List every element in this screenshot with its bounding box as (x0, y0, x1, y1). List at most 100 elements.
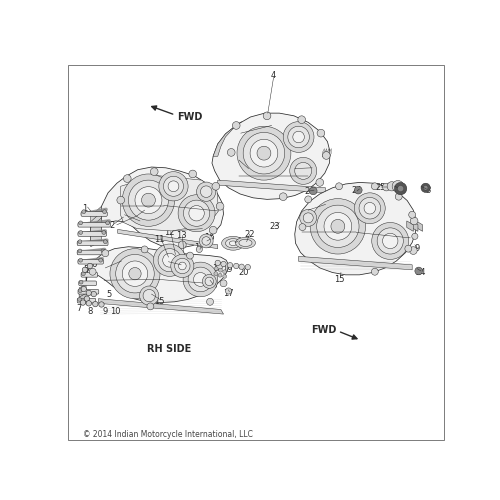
Circle shape (228, 262, 233, 268)
Circle shape (212, 182, 220, 190)
Circle shape (218, 268, 222, 272)
FancyBboxPatch shape (78, 232, 106, 236)
Circle shape (184, 200, 210, 226)
Text: RH SIDE: RH SIDE (146, 344, 191, 354)
Circle shape (410, 217, 418, 225)
Circle shape (178, 194, 215, 232)
Circle shape (168, 181, 179, 192)
Text: 13: 13 (176, 232, 186, 240)
Circle shape (364, 202, 376, 214)
Circle shape (78, 249, 82, 253)
Circle shape (310, 198, 366, 254)
Circle shape (189, 170, 196, 178)
Circle shape (354, 193, 385, 224)
Circle shape (239, 264, 244, 270)
Text: 18: 18 (212, 264, 223, 273)
Circle shape (387, 182, 396, 191)
Text: 15: 15 (334, 275, 344, 284)
Circle shape (196, 182, 216, 202)
Circle shape (221, 262, 226, 266)
Polygon shape (213, 122, 242, 156)
Circle shape (424, 186, 428, 190)
Circle shape (122, 261, 148, 286)
Circle shape (412, 233, 418, 239)
Circle shape (202, 236, 210, 245)
Circle shape (283, 122, 314, 152)
Circle shape (310, 187, 317, 194)
Text: 2: 2 (109, 221, 114, 230)
Circle shape (237, 126, 291, 180)
Circle shape (82, 210, 86, 214)
Circle shape (82, 272, 86, 276)
Circle shape (216, 262, 223, 270)
Circle shape (395, 193, 402, 200)
Circle shape (142, 193, 156, 207)
Circle shape (372, 268, 378, 275)
Ellipse shape (236, 238, 256, 248)
Circle shape (317, 130, 325, 137)
Text: 5: 5 (84, 266, 88, 274)
Polygon shape (407, 221, 414, 232)
Circle shape (305, 196, 312, 203)
Polygon shape (325, 148, 326, 157)
Circle shape (293, 131, 304, 143)
Circle shape (99, 258, 102, 262)
Circle shape (220, 280, 227, 287)
Circle shape (189, 206, 204, 221)
Polygon shape (416, 221, 422, 232)
Circle shape (178, 262, 186, 270)
Text: 23: 23 (270, 222, 280, 231)
Circle shape (91, 292, 96, 297)
Text: 16: 16 (206, 282, 218, 290)
Text: FWD: FWD (311, 326, 336, 336)
Circle shape (196, 246, 202, 252)
Circle shape (263, 112, 271, 120)
Text: 20: 20 (238, 268, 249, 277)
Circle shape (382, 233, 398, 248)
Polygon shape (218, 180, 326, 193)
Text: 4: 4 (271, 71, 276, 80)
Polygon shape (322, 148, 324, 157)
Polygon shape (327, 148, 329, 157)
Circle shape (183, 262, 218, 297)
Circle shape (202, 274, 216, 288)
Circle shape (288, 126, 310, 148)
Circle shape (298, 116, 306, 124)
Circle shape (405, 245, 412, 252)
Polygon shape (118, 230, 218, 248)
Polygon shape (102, 167, 224, 248)
Polygon shape (295, 182, 416, 275)
FancyBboxPatch shape (78, 260, 104, 264)
Circle shape (143, 290, 156, 302)
Text: 26: 26 (389, 182, 400, 191)
Circle shape (129, 268, 141, 280)
Circle shape (421, 183, 430, 192)
Text: 21: 21 (232, 237, 243, 246)
Circle shape (86, 300, 92, 306)
Circle shape (117, 196, 124, 204)
Circle shape (394, 182, 407, 194)
FancyBboxPatch shape (78, 222, 110, 227)
Circle shape (154, 244, 186, 276)
Circle shape (101, 249, 105, 253)
Circle shape (122, 174, 174, 227)
Circle shape (86, 290, 92, 296)
Circle shape (78, 298, 82, 302)
Circle shape (392, 180, 404, 192)
Circle shape (257, 146, 271, 160)
Circle shape (200, 234, 213, 248)
Circle shape (354, 186, 362, 194)
Text: 17: 17 (194, 243, 205, 252)
Circle shape (214, 272, 218, 276)
Text: 9: 9 (102, 306, 108, 316)
FancyBboxPatch shape (81, 212, 108, 216)
Circle shape (200, 186, 212, 198)
Circle shape (79, 280, 83, 284)
Ellipse shape (239, 240, 252, 246)
Ellipse shape (226, 238, 241, 248)
Text: 19: 19 (222, 266, 232, 274)
Circle shape (84, 296, 89, 302)
Circle shape (171, 254, 194, 278)
Text: 6: 6 (92, 260, 97, 268)
Polygon shape (412, 221, 418, 232)
